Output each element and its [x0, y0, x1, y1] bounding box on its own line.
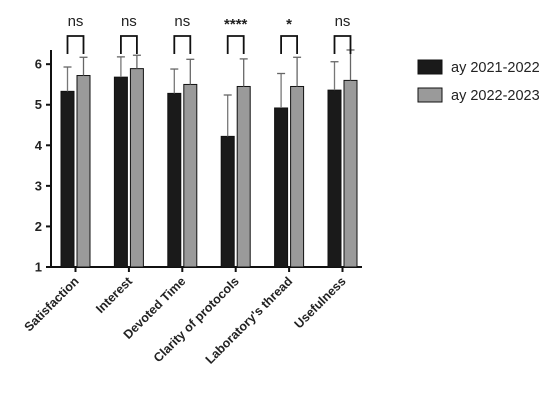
bar	[274, 107, 289, 268]
x-tick-label: Interest	[93, 274, 135, 316]
legend-label: ay 2021-2022	[451, 60, 540, 76]
x-tick-label: Laboratory's thread	[203, 274, 296, 367]
significance-label: ns	[335, 13, 351, 30]
bar	[183, 83, 198, 268]
significance-bracket	[280, 35, 298, 54]
significance-label: ns	[68, 13, 84, 30]
significance-bracket	[226, 35, 245, 54]
y-tick-label: 6	[35, 57, 42, 72]
bar	[167, 92, 182, 268]
significance-bracket	[120, 35, 138, 54]
significance-label: *	[286, 16, 292, 33]
bar	[60, 90, 75, 268]
y-tick-label: 2	[35, 219, 42, 234]
bar	[343, 79, 358, 268]
bars	[60, 49, 358, 268]
axes: 1 2 3 4 5 6	[35, 50, 362, 275]
bar	[236, 85, 251, 268]
significance-bracket	[333, 35, 352, 54]
y-tick-label: 1	[35, 260, 42, 275]
bar	[220, 135, 235, 268]
y-tick-label: 4	[35, 138, 43, 153]
significance-label: ns	[121, 13, 137, 30]
bar	[327, 89, 342, 268]
bar	[290, 85, 305, 268]
significance-bracket	[173, 35, 192, 54]
x-tick-label: Satisfaction	[22, 274, 82, 334]
x-tick-label: Usefulness	[292, 274, 349, 331]
significance-brackets: ns ns ns **** * ns	[66, 13, 352, 54]
legend-swatch	[417, 59, 443, 75]
bar	[76, 75, 91, 268]
legend-label: ay 2022-2023	[451, 88, 540, 104]
bar	[113, 76, 128, 268]
significance-label: ****	[224, 16, 248, 33]
bar	[129, 68, 144, 268]
significance-bracket	[66, 35, 85, 54]
legend: ay 2021-2022 ay 2022-2023	[417, 59, 540, 104]
significance-label: ns	[174, 13, 190, 30]
legend-swatch	[417, 87, 443, 103]
y-tick-label: 3	[35, 178, 42, 193]
y-tick-label: 5	[35, 97, 42, 112]
